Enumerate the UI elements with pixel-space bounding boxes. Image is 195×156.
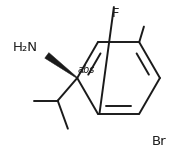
Text: abs: abs <box>78 65 95 75</box>
Text: Br: Br <box>152 135 167 148</box>
Polygon shape <box>45 53 77 78</box>
Text: F: F <box>112 7 119 20</box>
Text: H₂N: H₂N <box>12 41 37 54</box>
